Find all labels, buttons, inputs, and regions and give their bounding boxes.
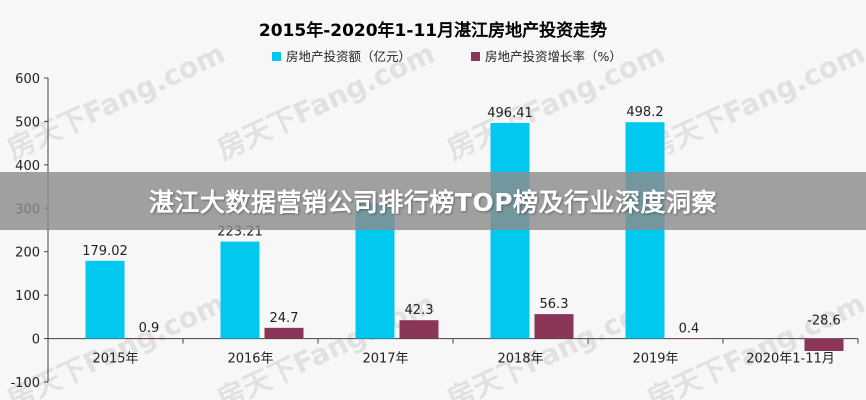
watermark-text: 房天下Fang.com	[2, 37, 230, 167]
legend-swatch	[471, 52, 480, 61]
bar	[220, 241, 260, 339]
bar	[399, 320, 439, 339]
x-tick-label: 2019年	[632, 352, 678, 367]
legend-swatch	[272, 52, 281, 61]
x-tick-label: 2017年	[362, 352, 408, 367]
data-label: 42.3	[405, 303, 434, 318]
bar	[129, 338, 169, 339]
bar	[264, 327, 304, 339]
watermark-text: 房天下Fang.com	[642, 37, 866, 167]
x-axis: 2015年 2016年 2017年 2018年 2019年 2020年1-11月	[92, 338, 859, 367]
data-label: 24.7	[270, 311, 299, 326]
y-tick-label: 200	[15, 246, 40, 261]
title-banner: 湛江大数据营销公司排行榜TOP榜及行业深度洞察	[0, 172, 866, 230]
legend: 房地产投资额（亿元） 房地产投资增长率（%）	[272, 49, 622, 64]
data-label: 179.02	[82, 244, 128, 259]
data-label: 496.41	[487, 106, 533, 121]
y-tick-label: 400	[15, 159, 40, 174]
bar	[490, 122, 530, 339]
x-tick-label: 2015年	[92, 352, 138, 367]
x-tick-label: 2020年1-11月	[746, 352, 835, 367]
y-tick-label: 100	[15, 289, 40, 304]
bar	[534, 314, 574, 339]
chart-title: 2015年-2020年1-11月湛江房地产投资走势	[259, 20, 607, 41]
y-tick-label: 0	[32, 333, 40, 348]
banner-text: 湛江大数据营销公司排行榜TOP榜及行业深度洞察	[148, 188, 718, 217]
x-tick-label: 2018年	[497, 352, 543, 367]
data-label: 0.9	[139, 321, 160, 336]
bar	[804, 338, 844, 351]
data-label: 0.4	[679, 321, 700, 336]
data-label: -28.6	[807, 314, 841, 329]
y-tick-label: 600	[15, 72, 40, 87]
legend-label: 房地产投资增长率（%）	[485, 49, 622, 64]
bar	[625, 122, 665, 339]
y-tick-label: -100	[10, 376, 40, 391]
y-tick-label: 500	[15, 115, 40, 130]
bar	[85, 260, 125, 339]
legend-label: 房地产投资额（亿元）	[286, 49, 411, 64]
data-label: 498.2	[626, 105, 663, 120]
data-label: 56.3	[540, 297, 569, 312]
x-tick-label: 2016年	[227, 352, 273, 367]
bar	[669, 338, 709, 339]
